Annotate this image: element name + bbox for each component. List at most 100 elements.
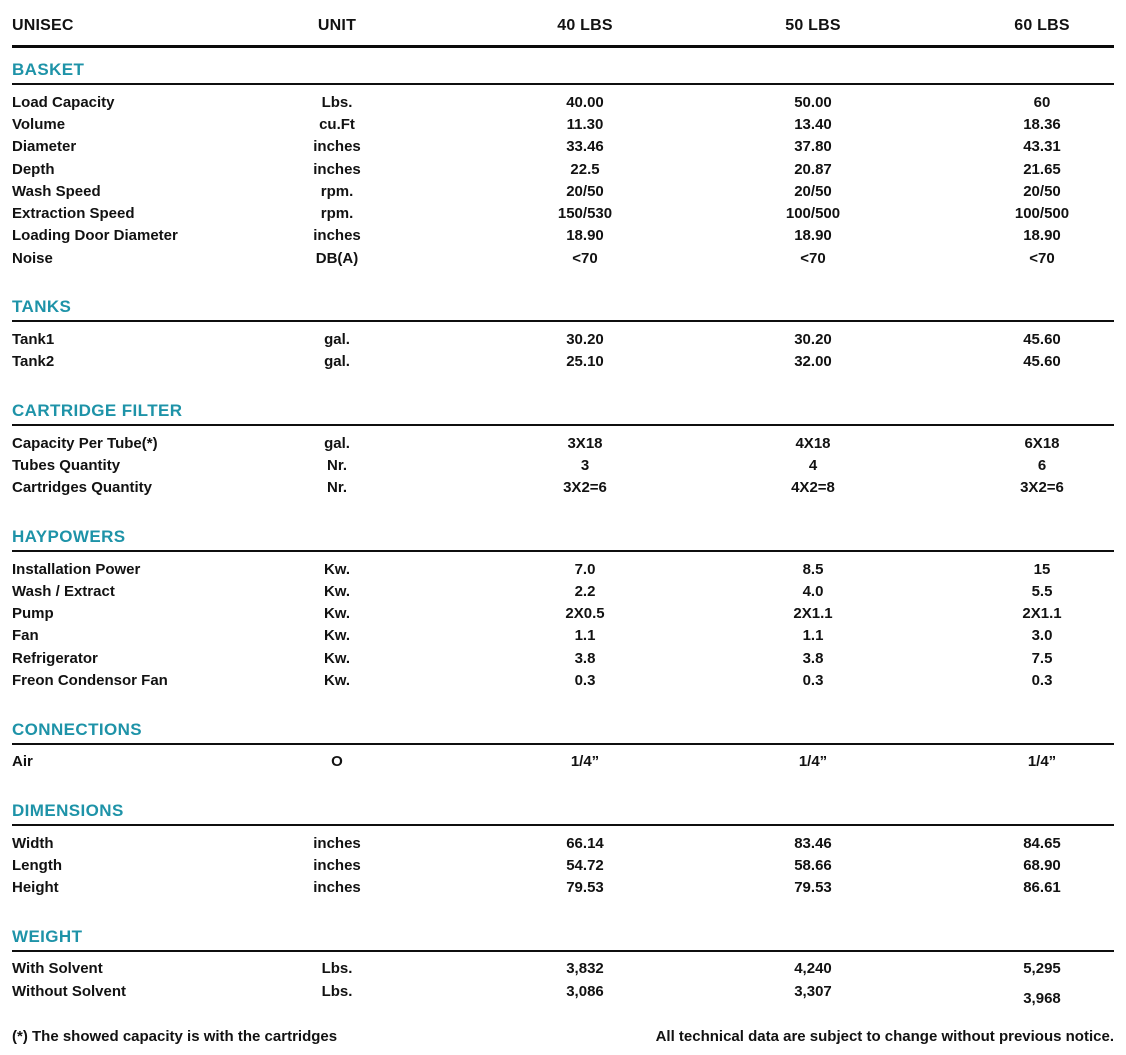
row-value-60lbs: <70 [1029, 249, 1055, 267]
row-value-40lbs: 79.53 [566, 879, 604, 897]
table-row: Loading Door Diameter inches 18.90 18.90 18.… [12, 225, 1114, 247]
table-row: Wash Speed rpm. 20/50 20/50 20/50 [12, 180, 1114, 202]
row-unit: O [331, 753, 343, 771]
section-connections: CONNECTIONS Air O 1/4” 1/4” 1/4” [12, 720, 1114, 773]
row-label: Fan [12, 627, 39, 645]
row-value-50lbs: 3,307 [794, 982, 832, 1000]
row-value-60lbs: 3X2=6 [1020, 479, 1064, 497]
table-row: Tubes Quantity Nr. 3 4 6 [12, 454, 1114, 476]
row-unit: inches [313, 138, 361, 156]
section-haypowers: HAYPOWERS Installation Power Kw. 7.0 8.5 15 Wa… [12, 527, 1114, 692]
table-row: Length inches 54.72 58.66 68.90 [12, 854, 1114, 876]
row-value-50lbs: 20/50 [794, 182, 832, 200]
table-row: Installation Power Kw. 7.0 8.5 15 [12, 558, 1114, 580]
row-value-60lbs: 5.5 [1031, 582, 1053, 600]
row-label: Height [12, 879, 59, 897]
table-row: Depth inches 22.5 20.87 21.65 [12, 158, 1114, 180]
row-value-60lbs: 45.60 [1023, 331, 1061, 349]
column-header-60lbs: 60 LBS [1014, 17, 1070, 34]
row-value-40lbs: 3X2=6 [563, 479, 607, 497]
spec-sheet: UNISEC UNIT 40 LBS 50 LBS 60 LBS BASKET L… [12, 16, 1114, 1045]
row-value-50lbs: 58.66 [794, 856, 832, 874]
row-value-50lbs: 13.40 [794, 115, 832, 133]
row-label: Pump [12, 605, 54, 623]
row-value-60lbs: 5,295 [1023, 960, 1061, 978]
row-value-60lbs: 68.90 [1023, 856, 1061, 874]
row-label: Diameter [12, 138, 77, 156]
row-value-60lbs: 3.0 [1031, 627, 1053, 645]
row-unit: Kw. [323, 605, 351, 623]
section-title: WEIGHT [12, 927, 1114, 952]
row-value-60lbs: 6 [1037, 456, 1047, 474]
row-value-50lbs: 4X18 [795, 434, 831, 452]
table-header-row: UNISEC UNIT 40 LBS 50 LBS 60 LBS [12, 16, 1114, 48]
row-unit: inches [313, 834, 361, 852]
row-label: Without Solvent [12, 982, 127, 1000]
row-label: Installation Power [12, 560, 141, 578]
row-label: Volume [12, 115, 66, 133]
row-value-40lbs: 66.14 [566, 834, 604, 852]
table-row: Load Capacity Lbs. 40.00 50.00 60 [12, 91, 1114, 113]
row-unit: Kw. [323, 649, 351, 667]
row-value-60lbs: 1/4” [1027, 753, 1057, 771]
section-rows: Installation Power Kw. 7.0 8.5 15 Wash / Extr… [12, 552, 1114, 692]
table-row: Air O 1/4” 1/4” 1/4” [12, 751, 1114, 773]
table-row: Fan Kw. 1.1 1.1 3.0 [12, 625, 1114, 647]
row-label: Noise [12, 249, 53, 267]
table-row: Width inches 66.14 83.46 84.65 [12, 832, 1114, 854]
section-rows: With Solvent Lbs. 3,832 4,240 5,295 Without S… [12, 952, 1114, 1006]
row-value-40lbs: 150/530 [557, 205, 613, 223]
row-unit: Lbs. [321, 93, 353, 111]
row-value-60lbs: 45.60 [1023, 353, 1061, 371]
row-value-60lbs: 60 [1033, 93, 1051, 111]
table-row: Cartridges Quantity Nr. 3X2=6 4X2=8 3X2=6 [12, 477, 1114, 499]
row-value-60lbs: 15 [1033, 560, 1051, 578]
section-rows: Load Capacity Lbs. 40.00 50.00 60 Volume cu.Ft… [12, 85, 1114, 269]
section-tanks: TANKS Tank1 gal. 30.20 30.20 45.60 Tank2 gal. 25… [12, 297, 1114, 373]
column-header-50lbs: 50 LBS [785, 17, 841, 34]
row-value-60lbs: 6X18 [1024, 434, 1060, 452]
row-value-60lbs: 18.90 [1023, 227, 1061, 245]
row-value-50lbs: 3.8 [802, 649, 824, 667]
row-value-40lbs: 7.0 [574, 560, 596, 578]
row-value-60lbs: 21.65 [1023, 160, 1061, 178]
row-unit: inches [313, 160, 361, 178]
row-value-50lbs: 32.00 [794, 353, 832, 371]
row-value-40lbs: 40.00 [566, 93, 604, 111]
section-basket: BASKET Load Capacity Lbs. 40.00 50.00 60 Volum… [12, 60, 1114, 269]
section-cartridge-filter: CARTRIDGE FILTER Capacity Per Tube(*) gal.… [12, 401, 1114, 499]
row-label: Tubes Quantity [12, 456, 121, 474]
row-unit: Lbs. [321, 982, 353, 1000]
row-unit: rpm. [320, 182, 354, 200]
row-label: Width [12, 834, 54, 852]
table-row: Volume cu.Ft 11.30 13.40 18.36 [12, 113, 1114, 135]
row-value-60lbs: 20/50 [1023, 182, 1061, 200]
row-value-40lbs: 2.2 [574, 582, 596, 600]
row-value-40lbs: 3 [580, 456, 590, 474]
row-label: With Solvent [12, 960, 103, 978]
table-row: Capacity Per Tube(*) gal. 3X18 4X18 6X18 [12, 432, 1114, 454]
row-value-40lbs: 25.10 [566, 353, 604, 371]
column-header-unit: UNIT [317, 17, 357, 34]
column-header-unisec: UNISEC [12, 17, 74, 34]
row-value-50lbs: 100/500 [785, 205, 841, 223]
table-row: Pump Kw. 2X0.5 2X1.1 2X1.1 [12, 602, 1114, 624]
row-value-60lbs: 18.36 [1023, 115, 1061, 133]
table-row: With Solvent Lbs. 3,832 4,240 5,295 [12, 958, 1114, 980]
section-title: CARTRIDGE FILTER [12, 401, 1114, 426]
row-value-60lbs: 86.61 [1023, 879, 1061, 897]
section-title: DIMENSIONS [12, 801, 1114, 826]
row-value-40lbs: 3,086 [566, 982, 604, 1000]
row-value-50lbs: 1.1 [802, 627, 824, 645]
row-unit: gal. [324, 331, 350, 349]
row-unit: Kw. [323, 671, 351, 689]
column-header-40lbs: 40 LBS [557, 17, 613, 34]
row-unit: Kw. [323, 627, 351, 645]
row-value-50lbs: 4 [808, 456, 818, 474]
footnote-cartridges: (*) The showed capacity is with the cart… [12, 1028, 338, 1046]
row-label: Tank2 [12, 353, 55, 371]
row-unit: inches [313, 856, 361, 874]
table-row: Refrigerator Kw. 3.8 3.8 7.5 [12, 647, 1114, 669]
row-value-60lbs: 84.65 [1023, 834, 1061, 852]
row-value-50lbs: 4,240 [794, 960, 832, 978]
